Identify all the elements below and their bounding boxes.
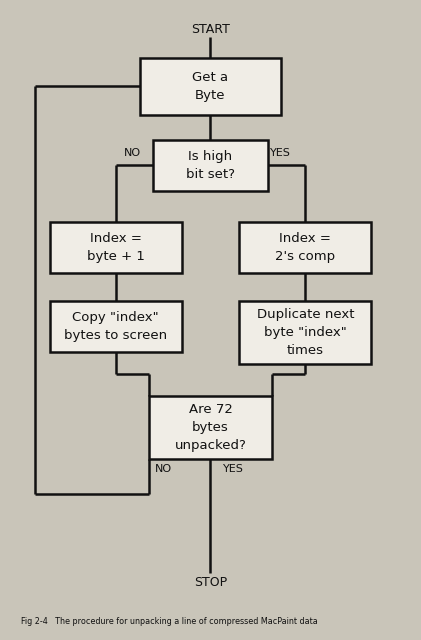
Bar [50,301,181,351]
Bar [140,58,281,115]
Text: Get a
Byte: Get a Byte [192,71,229,102]
Text: YES: YES [223,464,244,474]
Text: Fig 2-4   The procedure for unpacking a line of compressed MacPaint data: Fig 2-4 The procedure for unpacking a li… [21,618,317,627]
Bar [240,301,371,364]
Text: NO: NO [123,148,141,157]
Text: YES: YES [270,148,291,157]
Text: Copy "index"
bytes to screen: Copy "index" bytes to screen [64,311,167,342]
Text: Index =
2's comp: Index = 2's comp [275,232,336,263]
Text: Is high
bit set?: Is high bit set? [186,150,235,180]
Text: Are 72
bytes
unpacked?: Are 72 bytes unpacked? [175,403,246,452]
Bar [149,396,272,459]
Text: STOP: STOP [194,575,227,589]
Text: Duplicate next
byte "index"
times: Duplicate next byte "index" times [257,308,354,357]
Bar [153,140,268,191]
Text: Index =
byte + 1: Index = byte + 1 [87,232,144,263]
Bar [240,222,371,273]
Bar [50,222,181,273]
Text: START: START [191,23,230,36]
Text: NO: NO [155,464,172,474]
